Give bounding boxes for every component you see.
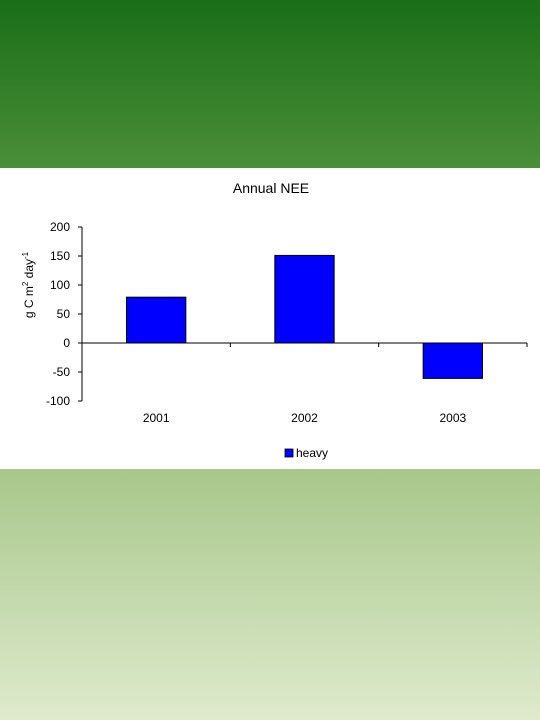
y-axis-label-mid: day xyxy=(22,259,36,282)
y-axis-label: g C m2 day-1 xyxy=(21,251,36,318)
y-tick-label: 200 xyxy=(50,220,70,234)
chart-panel: Annual NEE g C m2 day-1 200 150 100 50 0 -50 -… xyxy=(0,168,540,469)
y-tick-label: 100 xyxy=(50,278,70,292)
bar-2002 xyxy=(274,254,335,344)
x-tick-label: 2001 xyxy=(143,411,170,425)
y-tick-label: -50 xyxy=(53,365,71,379)
legend: heavy xyxy=(284,446,328,460)
y-axis: 200 150 100 50 0 -50 -100 xyxy=(46,220,83,408)
y-tick-label: 50 xyxy=(57,307,71,321)
bar-2003 xyxy=(422,342,483,379)
y-axis-label-base: g C m xyxy=(22,286,36,318)
y-axis-label-sup-2: -1 xyxy=(21,251,30,259)
bar-chart: Annual NEE g C m2 day-1 200 150 100 50 0 -50 -… xyxy=(21,180,528,460)
y-tick-label: 150 xyxy=(50,249,70,263)
chart-title: Annual NEE xyxy=(233,180,309,196)
y-axis-label-sup-1: 2 xyxy=(21,281,30,286)
x-tick-labels: 2001 2002 2003 xyxy=(143,411,467,425)
bar-2001 xyxy=(126,296,187,344)
bars xyxy=(126,254,483,379)
x-tick-label: 2003 xyxy=(439,411,466,425)
y-tick-label: -100 xyxy=(46,394,70,408)
legend-label-heavy: heavy xyxy=(296,446,328,460)
y-tick-label: 0 xyxy=(63,336,70,350)
legend-swatch-heavy xyxy=(284,448,294,458)
x-tick-label: 2002 xyxy=(291,411,318,425)
